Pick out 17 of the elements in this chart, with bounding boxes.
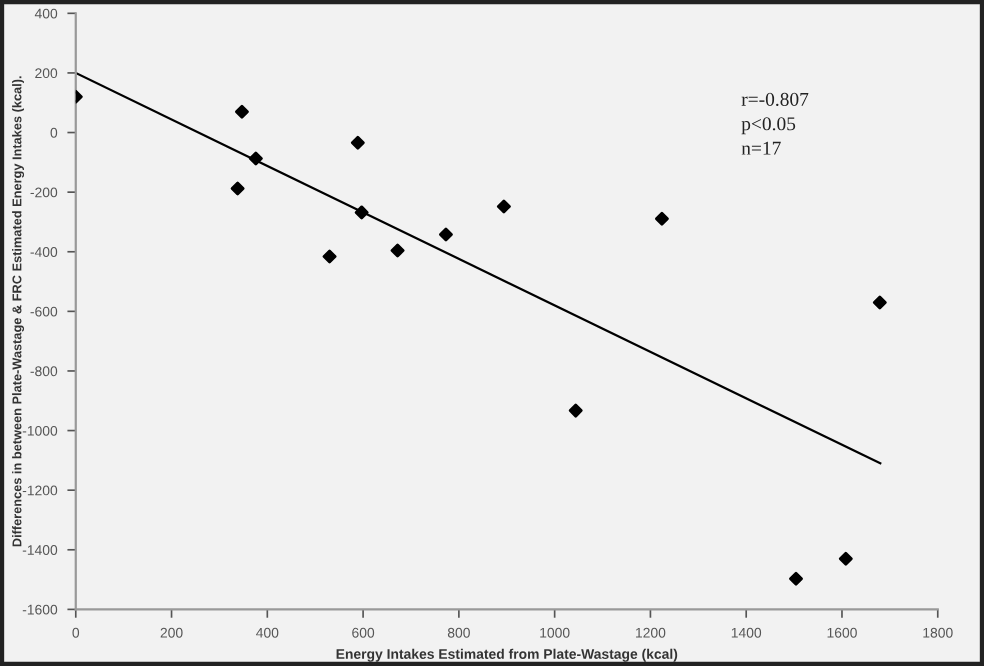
point [390, 243, 405, 258]
annotation: p<0.05 [741, 117, 796, 135]
point [234, 104, 249, 119]
point [654, 211, 669, 226]
point [350, 135, 365, 150]
point [496, 199, 511, 214]
point [568, 403, 583, 418]
point [872, 295, 887, 310]
annotation: r=-0.807 [741, 92, 809, 106]
point [439, 227, 453, 242]
point [838, 551, 853, 566]
point [248, 151, 263, 166]
point [789, 571, 803, 586]
annotation: n=17 [741, 141, 781, 155]
point [230, 181, 245, 196]
point [322, 249, 337, 264]
point [354, 205, 369, 220]
